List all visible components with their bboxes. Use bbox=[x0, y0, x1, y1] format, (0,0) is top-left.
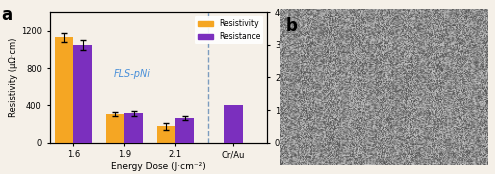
Bar bbox=[175, 118, 194, 143]
Bar bbox=[54, 37, 73, 143]
Bar bbox=[224, 105, 243, 143]
Y-axis label: Resistivity (μΩ·cm): Resistivity (μΩ·cm) bbox=[9, 38, 18, 117]
X-axis label: Energy Dose (J·cm⁻²): Energy Dose (J·cm⁻²) bbox=[111, 162, 206, 171]
Bar bbox=[105, 114, 124, 143]
Y-axis label: Resistance (Ω·cm⁻¹): Resistance (Ω·cm⁻¹) bbox=[289, 35, 297, 120]
Bar bbox=[73, 45, 92, 143]
Text: FLS-pNi: FLS-pNi bbox=[114, 69, 151, 79]
Text: b: b bbox=[286, 17, 298, 34]
Legend: Resistivity, Resistance: Resistivity, Resistance bbox=[195, 16, 263, 44]
Bar bbox=[124, 113, 143, 143]
Text: a: a bbox=[1, 6, 13, 24]
Bar bbox=[157, 126, 175, 143]
